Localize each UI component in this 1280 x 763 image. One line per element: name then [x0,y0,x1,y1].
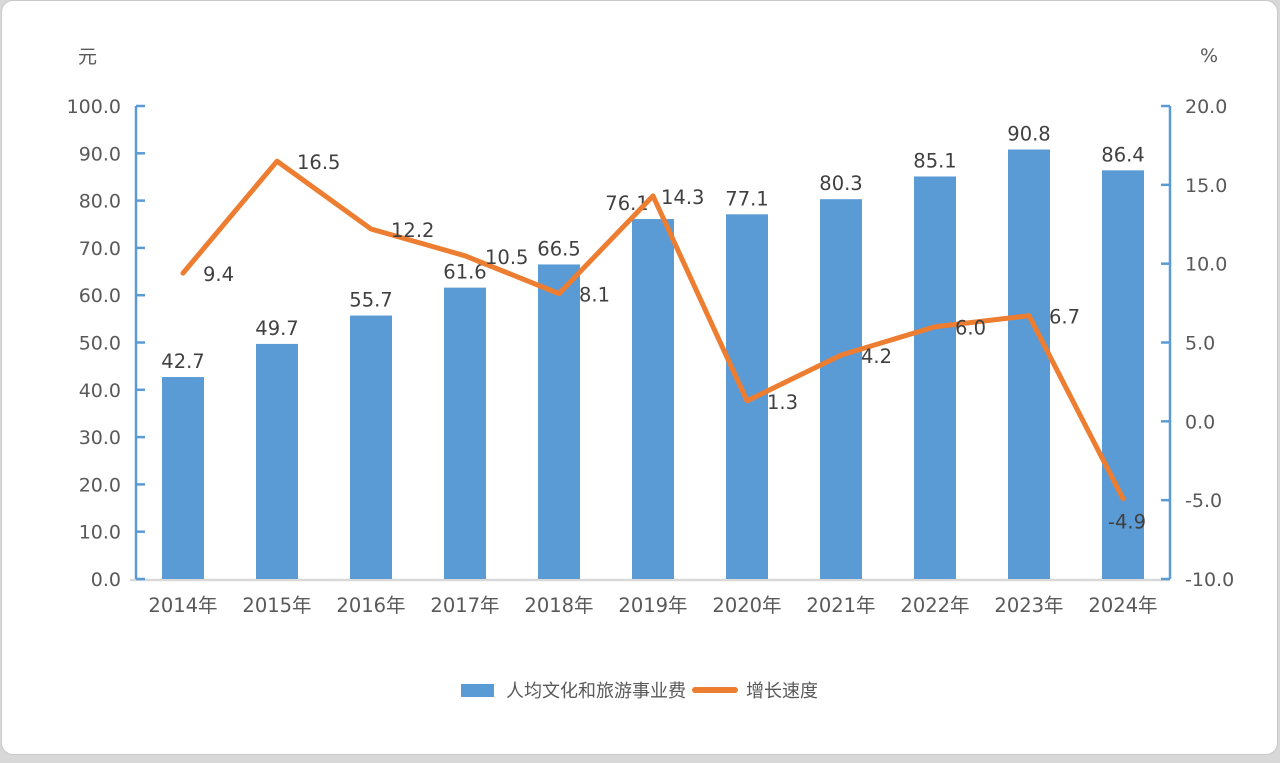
bar-value-label: 55.7 [349,289,392,312]
line-value-label: 12.2 [391,219,434,242]
x-axis-category-label: 2015年 [242,594,311,617]
line-value-label: 14.3 [661,186,704,209]
right-axis-tick-label: -5.0 [1185,490,1222,512]
left-axis-tick-label: 30.0 [79,427,121,449]
line-value-label: 10.5 [485,246,528,269]
bar-value-label: 85.1 [913,149,956,172]
bar-value-label: 42.7 [161,350,204,373]
left-axis-tick-label: 80.0 [79,191,121,213]
left-axis-tick-label: 50.0 [79,333,121,355]
x-axis-category-label: 2018年 [524,594,593,617]
left-axis-tick-label: 10.0 [79,522,121,544]
line-value-label: 9.4 [203,263,234,286]
bar-series-swatch [461,683,494,697]
x-axis-category-label: 2024年 [1088,594,1157,617]
bar-value-label: 80.3 [819,172,862,195]
left-axis-unit-label: 元 [78,46,98,68]
x-axis-category-label: 2022年 [900,594,969,617]
line-series-swatch [692,687,738,693]
bar-value-label: 61.6 [443,261,486,284]
bar-value-label: 90.8 [1007,123,1050,146]
bar-2018年 [538,264,580,579]
right-axis-tick-label: 0.0 [1185,411,1215,433]
bar-2019年 [632,219,674,579]
x-axis-category-label: 2014年 [148,594,217,617]
x-axis-category-label: 2017年 [430,594,499,617]
line-value-label: 16.5 [297,151,340,174]
bar-value-label: 86.4 [1101,143,1144,166]
line-value-label: 4.2 [861,345,892,368]
line-value-label: 6.0 [955,317,986,340]
growth-rate-line [180,158,1126,502]
legend-item-bar-series: 人均文化和旅游事业费 [461,677,686,703]
bar-2024年 [1102,170,1144,579]
bar-2021年 [820,199,862,579]
right-axis-tick-label: -10.0 [1185,569,1234,591]
left-axis-tick-label: 0.0 [91,569,121,591]
right-axis-tick-label: 5.0 [1185,333,1215,355]
left-axis-tick-label: 20.0 [79,474,121,496]
left-axis-tick-label: 70.0 [79,238,121,260]
right-axis-tick-label: 20.0 [1185,96,1227,118]
line-value-label: 6.7 [1049,306,1080,329]
x-axis-category-label: 2021年 [806,594,875,617]
x-axis-category-label: 2019年 [618,594,687,617]
right-axis-tick-label: 10.0 [1185,254,1227,276]
left-axis-tick-label: 60.0 [79,285,121,307]
x-axis-category-label: 2023年 [994,594,1063,617]
legend-item-line-series: 增长速度 [692,677,818,703]
line-value-label: 8.1 [579,284,610,307]
bar-series-legend-label: 人均文化和旅游事业费 [506,681,686,702]
bar-2023年 [1008,149,1050,580]
x-axis-category-label: 2016年 [336,594,405,617]
right-axis-tick-label: 15.0 [1185,175,1227,197]
x-axis-category-label: 2020年 [712,594,781,617]
line-value-label: 1.3 [767,391,798,414]
bar-2014年 [162,377,204,579]
left-axis-tick-label: 90.0 [79,143,121,165]
bar-value-label: 49.7 [255,317,298,340]
bar-2022年 [914,176,956,580]
bar-value-label: 77.1 [725,187,768,210]
bar-2015年 [256,343,298,579]
left-axis-tick-label: 100.0 [67,96,121,118]
line-value-label: -4.9 [1108,511,1146,534]
bar-2017年 [444,287,486,579]
right-axis-unit-label: % [1200,45,1219,67]
bar-value-label: 66.5 [537,237,580,260]
left-axis-tick-label: 40.0 [79,380,121,402]
legend: 人均文化和旅游事业费 增长速度 [2,677,1277,703]
line-series-legend-label: 增长速度 [746,681,818,702]
bar-2016年 [350,315,392,579]
